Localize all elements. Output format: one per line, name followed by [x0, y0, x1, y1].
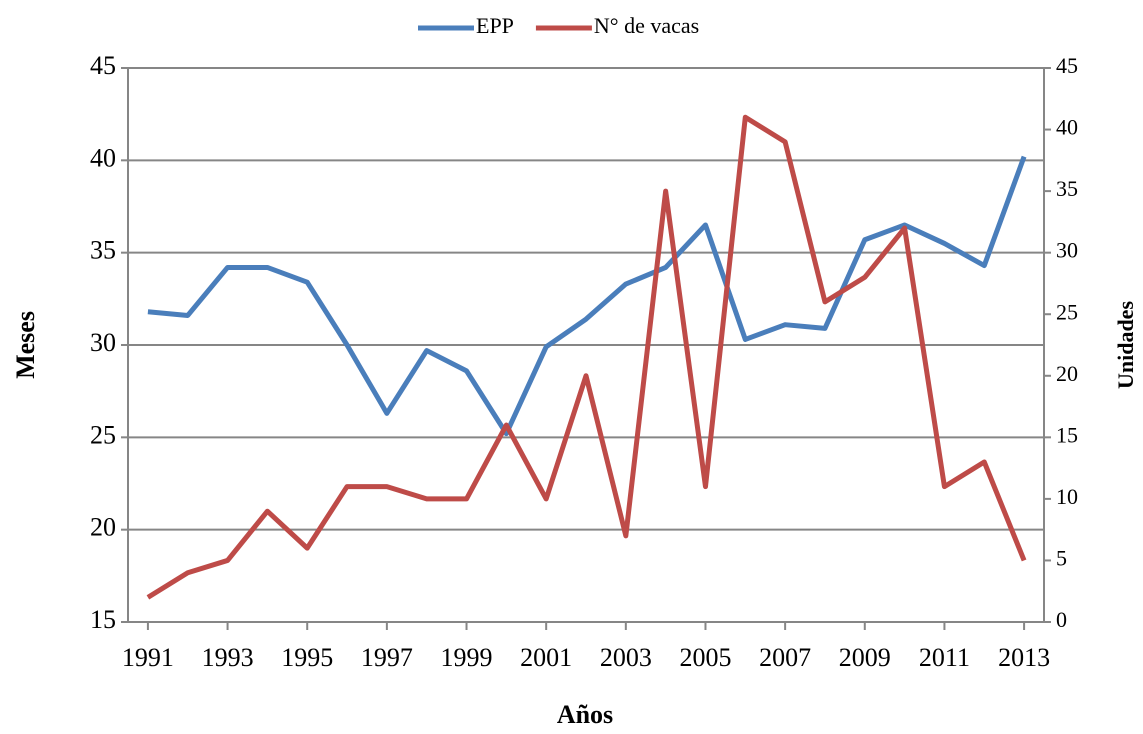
y-tick-label: 15 [90, 605, 116, 634]
y2-tick-label: 20 [1056, 361, 1078, 386]
y-tick-label: 30 [90, 328, 116, 357]
y2-tick-label: 10 [1056, 484, 1078, 509]
legend-label: EPP [476, 13, 514, 38]
x-tick-label: 2013 [998, 643, 1050, 672]
x-tick-label: 1991 [122, 643, 174, 672]
y2-tick-label: 5 [1056, 545, 1067, 570]
x-tick-label: 2011 [919, 643, 970, 672]
x-axis-title: Años [557, 700, 613, 729]
x-tick-label: 2001 [520, 643, 572, 672]
x-tick-label: 1997 [361, 643, 413, 672]
x-tick-label: 2009 [839, 643, 891, 672]
x-tick-label: 2003 [600, 643, 652, 672]
y2-tick-label: 35 [1056, 176, 1078, 201]
legend-label: N° de vacas [594, 13, 699, 38]
y-tick-label: 20 [90, 513, 116, 542]
y2-tick-label: 30 [1056, 238, 1078, 263]
x-tick-label: 1999 [441, 643, 493, 672]
y2-axis-title: Unidades [1113, 301, 1138, 389]
y2-tick-label: 25 [1056, 299, 1078, 324]
x-tick-label: 1995 [281, 643, 333, 672]
series-line [147, 155, 1027, 437]
y-tick-label: 40 [90, 143, 116, 172]
series-line [146, 114, 1027, 600]
y2-tick-label: 45 [1056, 53, 1078, 78]
y-tick-label: 45 [90, 51, 116, 80]
y2-tick-label: 0 [1056, 607, 1067, 632]
y-tick-label: 25 [90, 420, 116, 449]
x-tick-label: 1993 [202, 643, 254, 672]
x-tick-label: 2005 [679, 643, 731, 672]
y2-tick-label: 15 [1056, 422, 1078, 447]
y2-tick-label: 40 [1056, 115, 1078, 140]
x-tick-label: 2007 [759, 643, 811, 672]
y-tick-label: 35 [90, 236, 116, 265]
y-axis-title: Meses [11, 311, 40, 379]
